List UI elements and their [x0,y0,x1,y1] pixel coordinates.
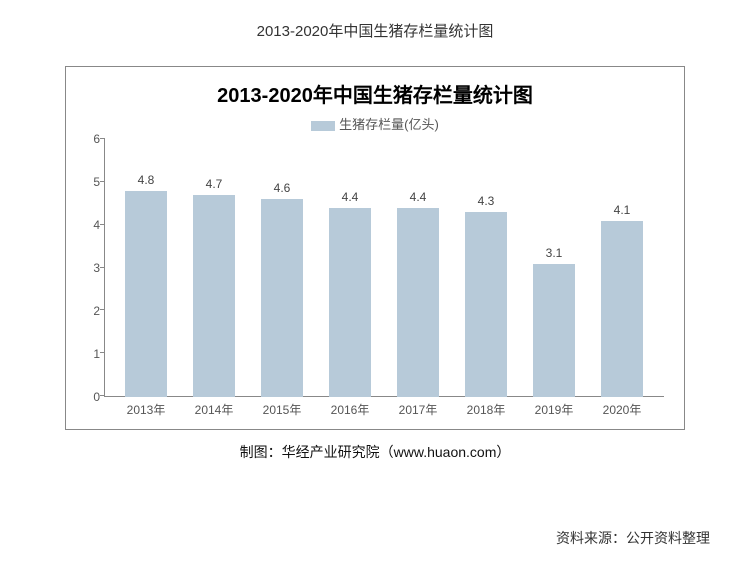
bar-column: 4.6 [248,139,316,397]
x-tick-label: 2020年 [588,397,656,419]
bar [397,208,439,397]
chart-container: 2013-2020年中国生猪存栏量统计图 生猪存栏量(亿头) 0 1 2 3 4 5 6 4… [65,66,685,430]
bar [329,208,371,397]
bars-area: 4.8 4.7 4.6 4.4 4.4 4.3 3.1 4.1 [104,139,664,397]
bar-column: 4.8 [112,139,180,397]
y-tick-label: 4 [93,218,100,232]
bar-value-label: 4.3 [478,194,495,208]
bar-value-label: 4.7 [206,177,223,191]
y-tick-label: 0 [93,390,100,404]
x-tick-label: 2015年 [248,397,316,419]
bar [125,191,167,397]
x-tick-label: 2018年 [452,397,520,419]
chart-plot: 0123456 4.84.74.64.44.44.33.14.1 2013年20… [104,139,664,419]
x-tick-label: 2016年 [316,397,384,419]
x-tick-label: 2017年 [384,397,452,419]
bar-column: 4.3 [452,139,520,397]
bar-value-label: 4.8 [138,173,155,187]
chart-legend: 生猪存栏量(亿头) [86,114,664,133]
y-tick-label: 1 [93,347,100,361]
bar-column: 4.4 [384,139,452,397]
bar [601,221,643,397]
y-tick-label: 6 [93,132,100,146]
bar [261,199,303,397]
y-tick-label: 3 [93,261,100,275]
y-tick-label: 5 [93,175,100,189]
bar-value-label: 4.1 [614,203,631,217]
bar-column: 4.7 [180,139,248,397]
bar-column: 4.4 [316,139,384,397]
y-axis: 0123456 [86,139,104,397]
y-tick-label: 2 [93,304,100,318]
bar [533,264,575,397]
bar-value-label: 4.6 [274,181,291,195]
legend-label: 生猪存栏量(亿头) [339,117,439,132]
bar-column: 4.1 [588,139,656,397]
legend-swatch [311,121,335,131]
x-axis-labels: 2013年2014年2015年2016年2017年2018年2019年2020年 [104,397,664,419]
chart-credit: 制图：华经产业研究院（www.huaon.com） [40,442,710,462]
data-source: 资料来源：公开资料整理 [556,528,710,548]
x-tick-label: 2014年 [180,397,248,419]
x-tick-label: 2013年 [112,397,180,419]
bar-column: 3.1 [520,139,588,397]
bar [465,212,507,397]
bar-value-label: 4.4 [410,190,427,204]
page-title: 2013-2020年中国生猪存栏量统计图 [40,20,710,41]
x-tick-label: 2019年 [520,397,588,419]
bar-value-label: 3.1 [546,246,563,260]
bar [193,195,235,397]
chart-title: 2013-2020年中国生猪存栏量统计图 [86,79,664,108]
bar-value-label: 4.4 [342,190,359,204]
